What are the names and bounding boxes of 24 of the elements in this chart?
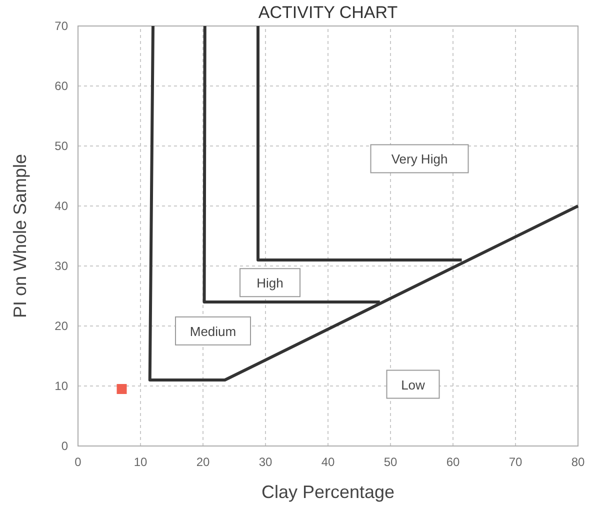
y-tick-label: 50 <box>54 139 68 153</box>
annotation: Medium <box>190 324 236 339</box>
annotation: Very High <box>391 152 448 167</box>
x-tick-label: 50 <box>384 455 398 469</box>
x-tick-label: 80 <box>571 455 585 469</box>
annotation: High <box>256 276 284 291</box>
x-axis-title: Clay Percentage <box>261 482 395 502</box>
chart-title: ACTIVITY CHART <box>258 3 398 22</box>
x-tick-label: 40 <box>321 455 335 469</box>
x-tick-label: 70 <box>508 455 522 469</box>
x-tick-label: 20 <box>196 455 210 469</box>
y-tick-label: 30 <box>54 259 68 273</box>
x-tick-label: 60 <box>446 455 460 469</box>
y-tick-label: 40 <box>54 199 68 213</box>
y-tick-label: 20 <box>54 319 68 333</box>
x-tick-label: 30 <box>258 455 272 469</box>
x-tick-label: 10 <box>134 455 148 469</box>
annotation: Low <box>401 377 426 392</box>
y-axis-title: PI on Whole Sample <box>10 154 30 318</box>
y-tick-label: 0 <box>61 439 68 453</box>
y-tick-label: 70 <box>54 19 68 33</box>
y-tick-label: 10 <box>54 379 68 393</box>
x-tick-label: 0 <box>74 455 82 469</box>
y-tick-label: 60 <box>54 79 68 93</box>
